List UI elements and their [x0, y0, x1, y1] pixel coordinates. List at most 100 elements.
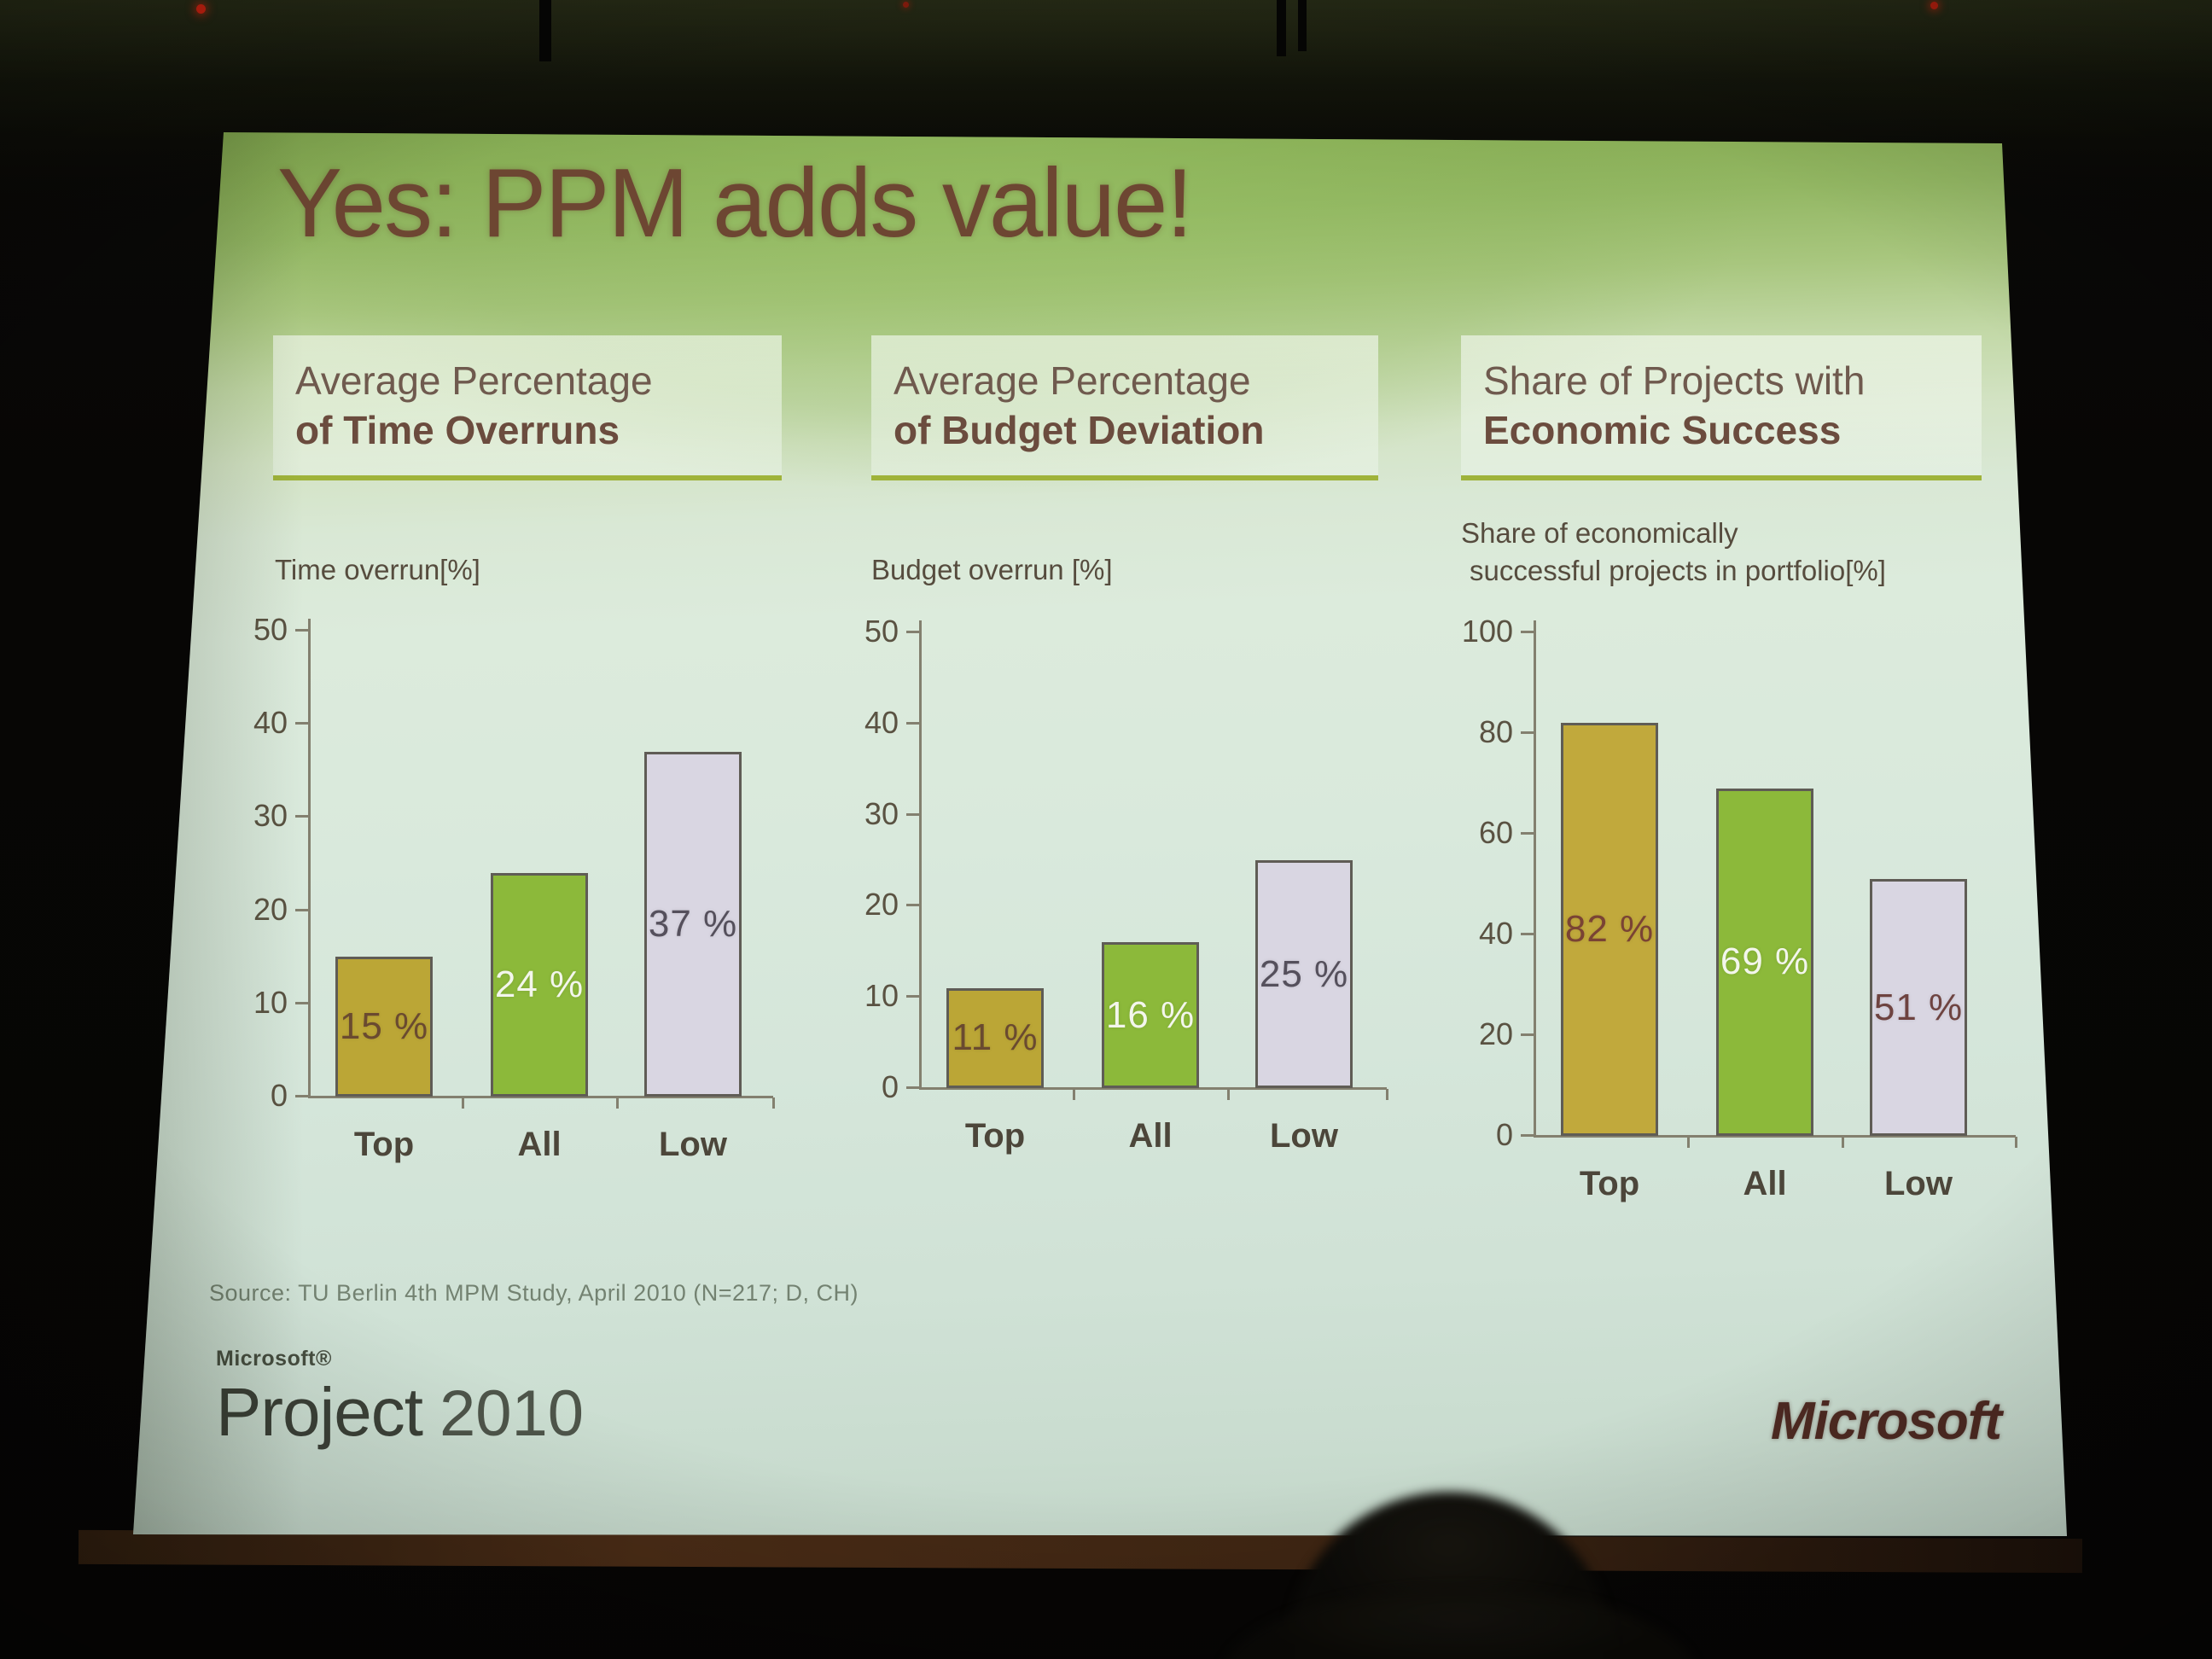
bar-all: 69 %	[1716, 788, 1813, 1136]
y-axis-caption-line: Budget overrun [%]	[871, 554, 1113, 585]
y-tick-label: 0	[881, 1069, 899, 1104]
bar-low: 25 %	[1255, 860, 1353, 1088]
bar-chart-economic-success: 0 20 40 60 80 100 82 % Top 69 % All 51 % Low	[1462, 614, 2017, 1202]
bar-top: 15 %	[335, 957, 433, 1097]
x-tick-mark	[772, 1097, 775, 1109]
bar-value-label: 15 %	[339, 1005, 429, 1048]
y-tick-label: 20	[253, 891, 288, 927]
y-tick-label: 30	[864, 795, 899, 831]
category-label-low: Low	[1270, 1117, 1338, 1155]
y-tick-label: 0	[270, 1078, 288, 1113]
category-label-all: All	[517, 1126, 562, 1163]
category-label-all: All	[1128, 1117, 1173, 1155]
bar-value-label: 37 %	[648, 902, 738, 945]
y-tick-mark	[295, 722, 309, 725]
ceiling-glow	[0, 0, 2212, 145]
y-tick-mark	[906, 1086, 920, 1089]
bar-value-label: 82 %	[1564, 908, 1655, 951]
category-label-all: All	[1743, 1165, 1787, 1202]
header-line2: of Budget Deviation	[894, 408, 1265, 452]
y-tick-label: 60	[1478, 815, 1513, 850]
header-line2: Economic Success	[1483, 408, 1842, 452]
bar-low: 51 %	[1870, 879, 1967, 1136]
y-tick-label: 10	[253, 984, 288, 1020]
x-tick-mark	[1386, 1089, 1388, 1100]
audience-shoulder-silhouette	[1220, 1587, 1698, 1659]
bar-value-label: 51 %	[1873, 986, 1964, 1028]
x-tick-mark	[1073, 1089, 1075, 1100]
bar-value-label: 69 %	[1720, 940, 1810, 983]
y-axis-line	[919, 620, 922, 1088]
chart-header-economic-success: Share of Projects with Economic Success	[1461, 335, 1982, 480]
y-tick-mark	[906, 721, 920, 725]
microsoft-logo: Microsoft	[1771, 1392, 2002, 1451]
y-tick-label: 40	[864, 704, 899, 740]
led-light	[1930, 2, 1938, 9]
category-label-top: Top	[964, 1117, 1026, 1155]
y-tick-mark	[295, 815, 309, 818]
y-tick-mark	[1521, 832, 1534, 835]
y-axis-caption: Share of economically successful project…	[1461, 515, 1886, 590]
ceiling-pole	[1298, 0, 1307, 51]
y-tick-label: 20	[1478, 1016, 1513, 1051]
y-tick-mark	[295, 1001, 309, 1004]
category-label-top: Top	[1579, 1165, 1640, 1202]
y-tick-label: 40	[1478, 916, 1513, 951]
ceiling-pole	[539, 0, 551, 61]
y-tick-label: 100	[1461, 614, 1513, 649]
category-label-low: Low	[659, 1126, 727, 1163]
project-year: 2010	[439, 1377, 585, 1450]
header-line2: of Time Overruns	[295, 408, 620, 452]
microsoft-small-label: Microsoft®	[216, 1347, 332, 1371]
y-tick-mark	[906, 995, 920, 998]
y-tick-mark	[1521, 631, 1534, 633]
source-note: Source: TU Berlin 4th MPM Study, April 2…	[209, 1280, 859, 1306]
y-axis-caption-line: Share of economically	[1461, 517, 1738, 549]
bar-value-label: 11 %	[952, 1016, 1039, 1059]
y-tick-mark	[906, 631, 920, 633]
chart-header-budget-deviation: Average Percentage of Budget Deviation	[871, 335, 1378, 480]
y-tick-mark	[295, 908, 309, 911]
y-tick-mark	[295, 629, 309, 632]
chart-header-time-overruns: Average Percentage of Time Overruns	[273, 335, 782, 480]
bar-chart-time-overruns: 0 10 20 30 40 50 15 % Top 24 % All 37 % Low	[253, 612, 775, 1163]
y-tick-label: 0	[1495, 1117, 1513, 1152]
x-tick-mark	[616, 1097, 619, 1109]
led-light	[903, 2, 909, 8]
bar-top: 11 %	[946, 987, 1044, 1088]
header-line1: Share of Projects with	[1483, 358, 1866, 403]
y-tick-mark	[906, 812, 920, 816]
y-tick-mark	[1521, 731, 1534, 734]
y-tick-mark	[1521, 1033, 1534, 1036]
bar-low: 37 %	[644, 751, 742, 1097]
y-axis-caption-line: successful projects in portfolio[%]	[1470, 555, 1886, 586]
x-tick-mark	[1687, 1137, 1690, 1148]
projected-slide: Yes: PPM adds value! Average Percentage …	[133, 132, 2067, 1536]
project-wordmark: Project	[216, 1374, 423, 1450]
header-line1: Average Percentage	[894, 358, 1251, 403]
y-tick-label: 10	[864, 978, 899, 1014]
y-axis-caption: Budget overrun [%]	[871, 551, 1113, 589]
y-tick-label: 20	[864, 887, 899, 923]
y-tick-mark	[295, 1095, 309, 1097]
bar-all: 24 %	[491, 872, 588, 1097]
bar-all: 16 %	[1102, 942, 1199, 1088]
bar-value-label: 16 %	[1105, 993, 1196, 1036]
led-light	[196, 4, 206, 14]
y-tick-mark	[1521, 1134, 1534, 1137]
bar-top: 82 %	[1561, 723, 1658, 1136]
bar-value-label: 25 %	[1259, 952, 1349, 995]
bar-value-label: 24 %	[494, 963, 585, 1005]
ceiling-pole	[1277, 0, 1286, 56]
x-tick-mark	[2015, 1137, 2017, 1148]
y-axis-line	[308, 619, 311, 1097]
x-tick-mark	[1842, 1137, 1844, 1148]
category-label-top: Top	[353, 1126, 415, 1163]
y-axis-caption-line: Time overrun[%]	[275, 554, 480, 585]
y-tick-mark	[1521, 933, 1534, 935]
slide-title: Yes: PPM adds value!	[277, 149, 1193, 258]
y-tick-label: 50	[864, 614, 899, 649]
y-tick-label: 30	[253, 798, 288, 834]
bar-chart-budget-deviation: 0 10 20 30 40 50 11 % Top 16 % All 25 % Low	[864, 614, 1388, 1155]
